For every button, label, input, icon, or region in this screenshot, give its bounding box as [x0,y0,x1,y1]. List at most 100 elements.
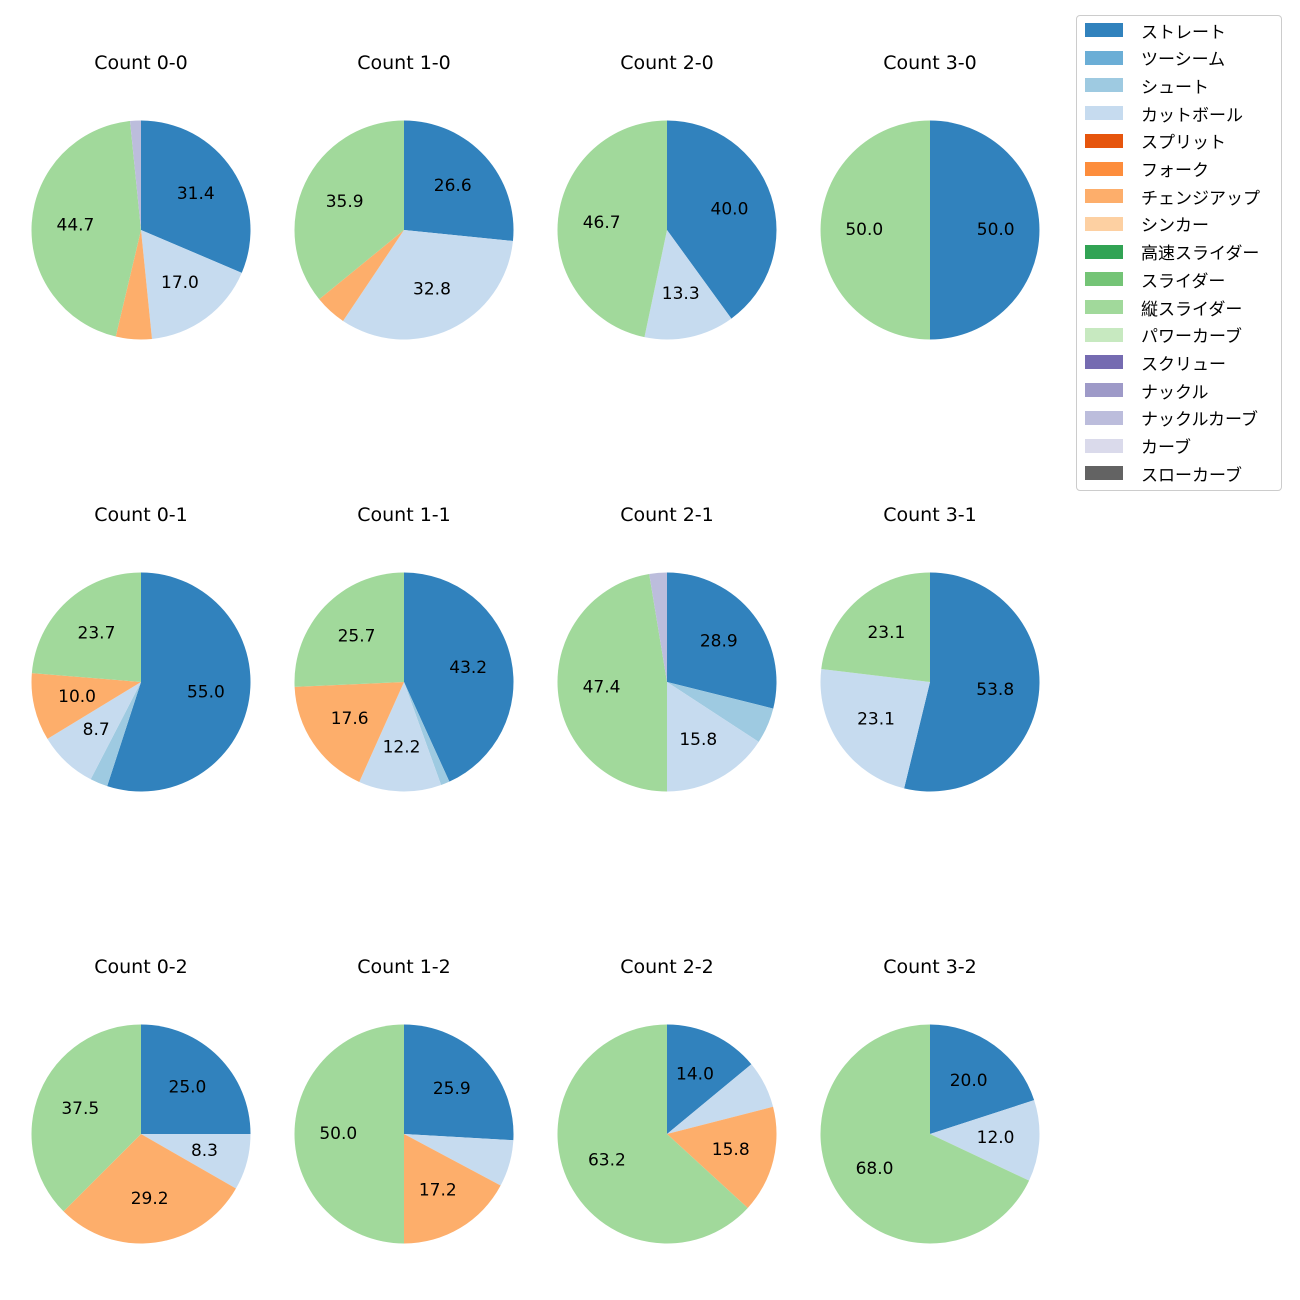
slice-label: 13.3 [662,284,700,304]
pie-slice [820,120,930,340]
legend-swatch [1085,327,1123,342]
legend-item: チェンジアップ [1085,185,1260,209]
legend-item: カーブ [1085,435,1191,458]
legend-swatch [1085,244,1123,259]
pie-slice [667,682,759,792]
legend-label: 縦スライダー [1141,299,1243,320]
legend-swatch [1085,23,1123,37]
slice-label: 28.9 [700,632,738,652]
slice-label: 53.8 [976,680,1014,700]
pie-slice [90,682,141,787]
chart-title: Count 2-0 [620,52,714,74]
slice-label: 12.0 [977,1128,1015,1148]
chart-title: Count 0-2 [94,956,188,978]
chart-title: Count 3-1 [883,504,977,526]
pie-slice [31,572,141,682]
pie-slice [47,682,142,780]
pie-slice [667,120,777,319]
legend-swatch [1085,161,1123,176]
pie-slice [667,1024,752,1134]
slice-label: 17.0 [161,273,199,293]
legend-swatch [1085,216,1123,231]
legend-label: パワーカーブ [1141,327,1242,348]
chart-title: Count 2-2 [620,956,714,978]
pie-slice [557,120,667,338]
pie-chart: Count 2-0 40.0 13.3 46.7 [557,52,777,340]
slice-label: 8.7 [83,720,110,740]
pie-slice [63,1134,236,1244]
chart-title: Count 1-0 [357,52,451,74]
slice-label: 46.7 [583,213,621,233]
legend-label: ツーシーム [1141,50,1226,71]
pie-slice [404,1134,514,1186]
pie-slice [294,682,404,782]
slice-label: 12.2 [383,738,421,758]
pie-slice [115,230,152,340]
pie-slice [904,572,1040,792]
legend-item: 縦スライダー [1085,296,1243,320]
pie-slice [557,1024,748,1244]
legend-swatch [1085,50,1123,65]
legend-label: シュート [1141,77,1209,98]
pie-chart: Count 3-0 50.0 50.0 [820,52,1040,340]
slice-label: 40.0 [711,200,749,220]
pie-slice [649,572,667,682]
pie-slice [294,572,404,687]
slice-label: 8.3 [191,1141,218,1161]
slice-label: 31.4 [177,184,215,204]
legend-label: スプリット [1141,133,1226,154]
chart-title: Count 1-2 [357,956,451,978]
pie-slice [404,1024,514,1141]
legend-label: スライダー [1141,271,1226,292]
pie-chart: Count 0-1 55.0 8.7 10.0 23.7 [31,504,251,792]
pie-slice [404,682,450,786]
slice-label: 50.0 [977,220,1015,240]
legend-item: パワーカーブ [1085,324,1242,348]
pie-slice [130,120,141,230]
slice-label: 43.2 [449,658,487,678]
slice-label: 15.8 [712,1140,750,1160]
slice-label: 23.7 [78,624,116,644]
pie-chart: Count 0-2 25.0 8.3 29.2 37.5 [31,956,251,1244]
pie-chart: Count 2-2 14.0 15.8 63.2 [557,956,777,1244]
legend-swatch [1085,272,1123,287]
chart-title: Count 0-0 [94,52,188,74]
slice-label: 10.0 [58,687,96,707]
pie-slice [821,572,930,682]
pie-chart: Count 1-2 25.9 17.2 50.0 [294,956,514,1244]
pie-slice [404,1134,501,1244]
slice-label: 35.9 [326,192,364,212]
pie-slice [404,572,514,782]
slice-label: 17.6 [331,709,369,729]
legend-label: ナックルカーブ [1141,410,1258,431]
legend-label: ストレート [1141,22,1226,43]
slice-label: 32.8 [413,279,451,299]
chart-title: Count 2-1 [620,504,714,526]
pie-chart: Count 3-1 53.8 23.1 23.1 [820,504,1040,792]
pie-slice [141,120,251,273]
legend-label: 高速スライダー [1141,244,1260,265]
slice-label: 23.1 [867,623,905,643]
slice-label: 68.0 [856,1159,894,1179]
legend-item: ナックル [1085,379,1209,403]
slice-label: 15.8 [679,730,717,750]
pie-slice [359,682,442,792]
pie-slice [141,1024,251,1134]
chart-title: Count 0-1 [94,504,188,526]
pie-slice [31,673,142,739]
pie-slice [31,1024,141,1212]
legend-label: スローカーブ [1141,465,1242,486]
legend-swatch [1085,383,1123,398]
legend-swatch [1085,133,1123,148]
legend: ストレート ツーシーム シュート カットボール スプリット フォーク チェンジアップ シンカー… [1076,15,1282,491]
legend-item: スライダー [1085,268,1226,292]
legend-item: 高速スライダー [1085,241,1260,265]
slice-label: 55.0 [187,682,225,702]
pie-slice [667,572,777,709]
pie-slice [667,682,774,742]
slice-label: 26.6 [434,176,472,196]
pie-slice [294,120,404,300]
pie-slice [667,1064,774,1134]
legend-item: スローカーブ [1085,462,1242,486]
